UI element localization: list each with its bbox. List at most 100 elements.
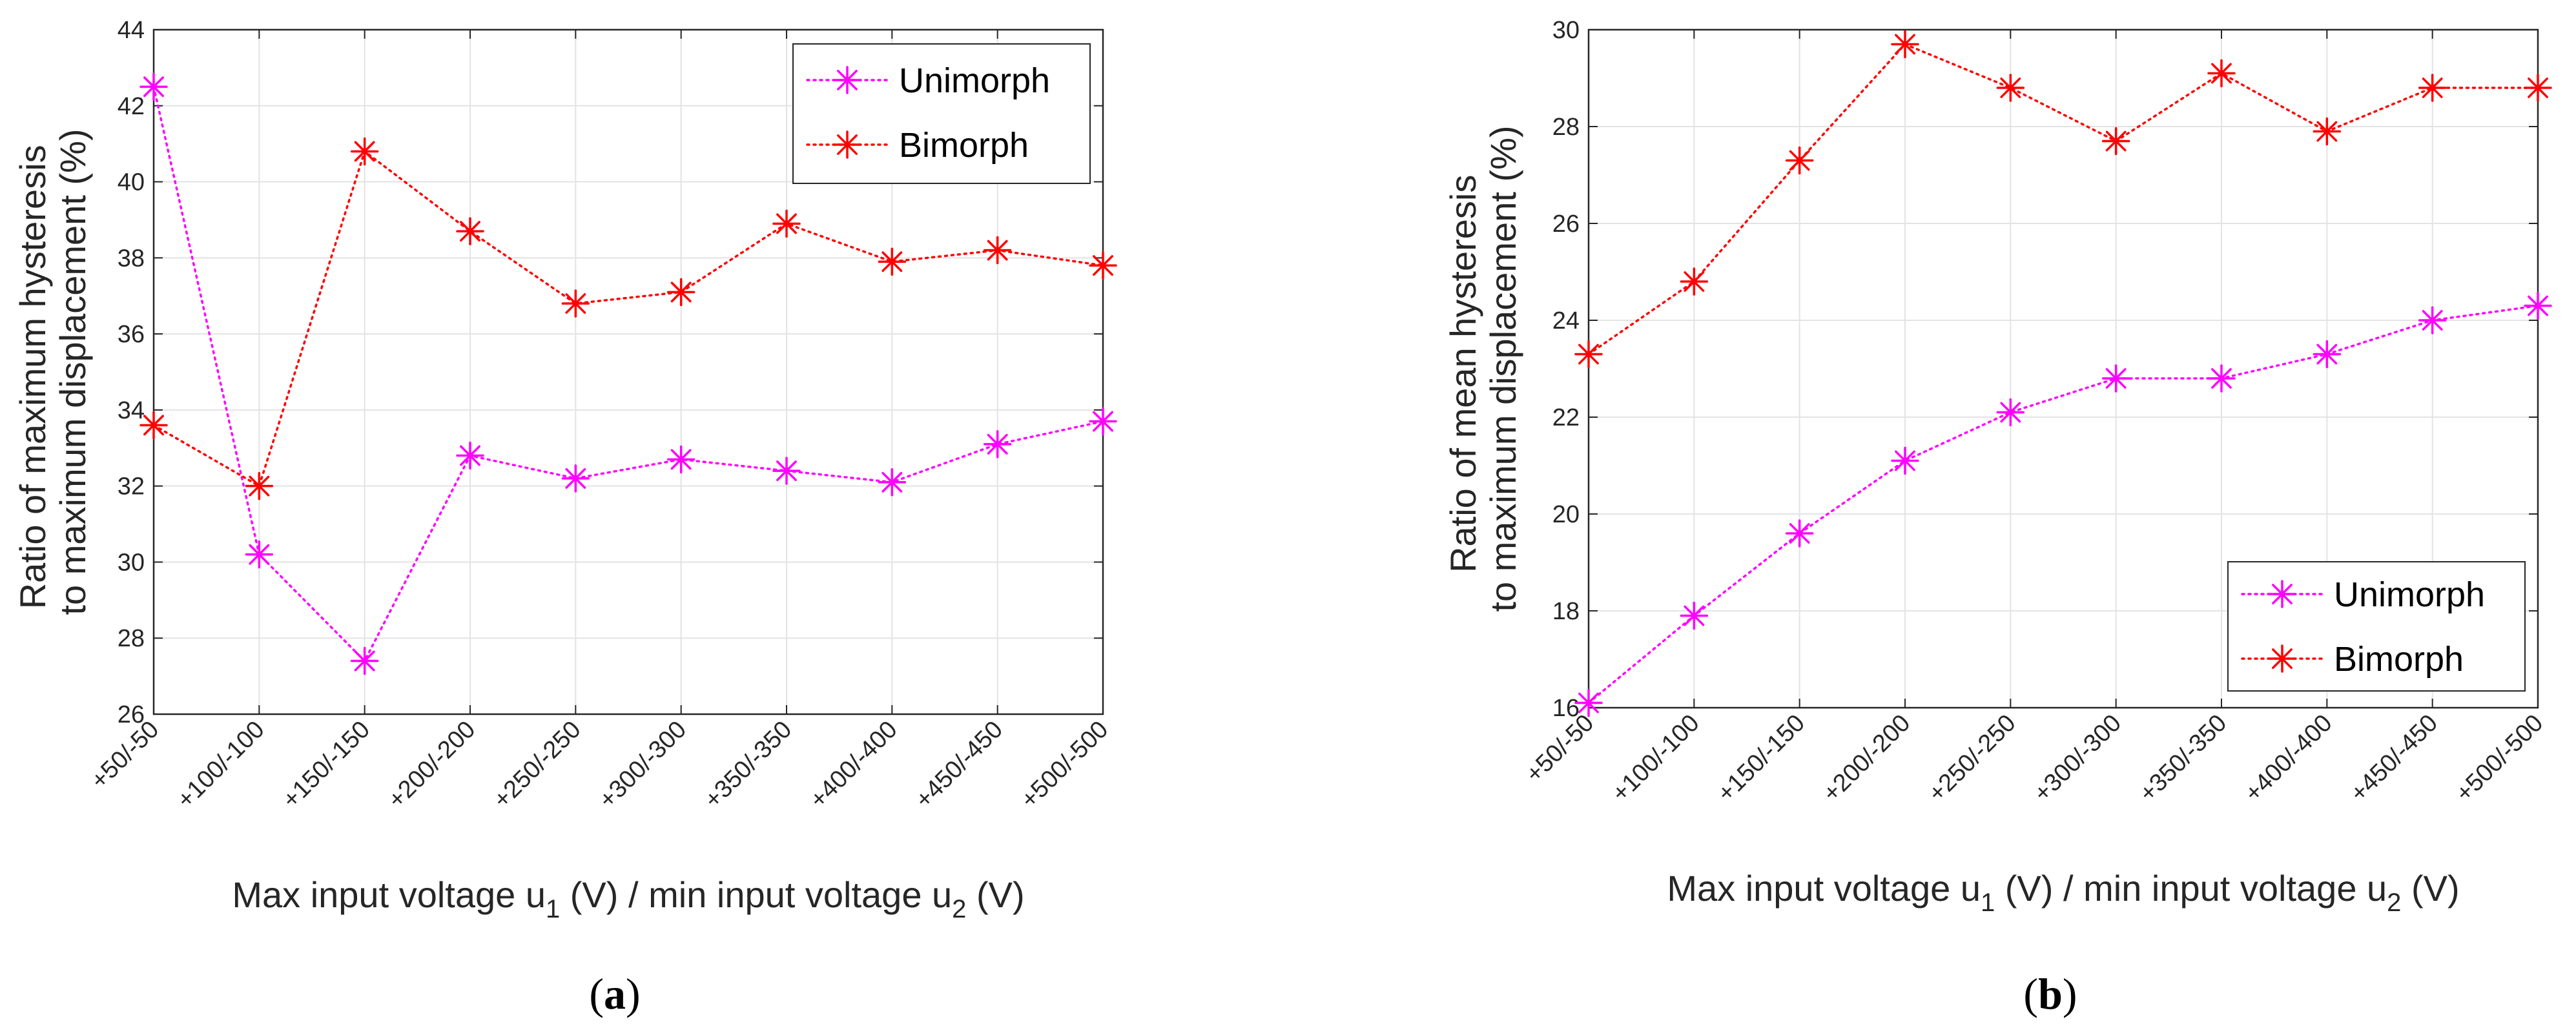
x-tick-label: +300/-300 bbox=[594, 716, 692, 814]
x-axis-label: Max input voltage u1 (V) / min input vol… bbox=[1667, 868, 2459, 917]
series-bimorph-point bbox=[2101, 127, 2130, 156]
x-tick-label: +350/-350 bbox=[2134, 710, 2232, 807]
x-axis-label-text: (V) / min input voltage u bbox=[560, 874, 952, 915]
series-bimorph-line bbox=[152, 149, 1104, 488]
legend-item-unimorph: Unimorph bbox=[2241, 575, 2485, 614]
y-tick-label: 42 bbox=[118, 93, 145, 120]
legend-marker bbox=[2268, 644, 2296, 673]
y-tick-label: 30 bbox=[1552, 17, 1580, 44]
series-unimorph-point bbox=[666, 445, 696, 474]
series-unimorph-point bbox=[245, 540, 274, 569]
legend-box bbox=[2227, 561, 2526, 692]
series-unimorph-point bbox=[561, 464, 590, 493]
series-unimorph-point bbox=[878, 468, 907, 497]
series-unimorph-line bbox=[152, 85, 1104, 663]
x-tick-label: +250/-250 bbox=[1923, 710, 2021, 807]
series-bimorph-point bbox=[1891, 30, 1919, 59]
series-bimorph-point bbox=[350, 137, 379, 166]
series-unimorph-point bbox=[772, 457, 801, 485]
series-bimorph-point bbox=[456, 217, 484, 245]
series-bimorph-point bbox=[2313, 117, 2342, 146]
legend-marker bbox=[833, 130, 861, 159]
y-tick-label: 30 bbox=[118, 549, 145, 576]
series-unimorph-point bbox=[983, 430, 1012, 458]
y-tick-label: 16 bbox=[1552, 695, 1580, 722]
x-axis-label-subscript: 2 bbox=[2387, 889, 2401, 917]
series-bimorph-point bbox=[1785, 146, 1814, 175]
series-bimorph-point bbox=[139, 411, 168, 440]
y-axis-label-line-1: Ratio of maximum hysteresis bbox=[12, 145, 53, 609]
x-axis-label-text: Max input voltage u bbox=[1667, 868, 1981, 909]
series-unimorph-point bbox=[456, 441, 484, 470]
series-unimorph-point bbox=[1574, 688, 1603, 717]
legend-label: Unimorph bbox=[899, 61, 1050, 100]
y-axis-ticks: 16 18 20 22 24 26 28 30 bbox=[1552, 17, 2538, 722]
panel-label: (a) bbox=[589, 969, 640, 1018]
x-axis-label: Max input voltage u1 (V) / min input vol… bbox=[232, 874, 1024, 923]
x-tick-label: +300/-300 bbox=[2029, 710, 2127, 807]
x-axis-label-text: (V) bbox=[966, 874, 1024, 915]
series-bimorph-point bbox=[1680, 267, 1709, 296]
x-axis-label-subscript: 1 bbox=[1981, 889, 1995, 917]
legend-label: Unimorph bbox=[2334, 575, 2485, 614]
y-tick-label: 20 bbox=[1552, 501, 1580, 528]
series-bimorph-point bbox=[983, 236, 1012, 265]
x-tick-label: +400/-400 bbox=[805, 716, 902, 814]
y-tick-label: 26 bbox=[1552, 211, 1580, 238]
x-tick-label: +450/-450 bbox=[911, 716, 1008, 814]
y-tick-label: 32 bbox=[118, 473, 145, 500]
series-bimorph-point bbox=[772, 209, 801, 238]
series-bimorph-point bbox=[2524, 74, 2552, 102]
series-bimorph-point bbox=[1574, 340, 1603, 369]
series-unimorph-point bbox=[350, 646, 379, 675]
legend-label: Bimorph bbox=[899, 126, 1029, 165]
x-tick-label: +100/-100 bbox=[1607, 710, 1704, 807]
legend-entries: Unimorph Bimorph bbox=[2241, 575, 2485, 679]
legend-entries: Unimorph Bimorph bbox=[806, 61, 1050, 165]
panel-label-paren: ) bbox=[2063, 969, 2077, 1018]
y-axis-label: Ratio of mean hysteresis to maximum disp… bbox=[1443, 125, 1523, 612]
series-unimorph-point bbox=[1785, 519, 1814, 548]
series-unimorph-point bbox=[2101, 364, 2130, 393]
plot-frame bbox=[152, 28, 1104, 715]
panel-label-paren: ( bbox=[2023, 969, 2038, 1018]
legend-marker bbox=[2268, 580, 2296, 608]
series-unimorph-point bbox=[1996, 398, 2025, 427]
y-tick-label: 24 bbox=[1552, 307, 1580, 334]
series-bimorph-point bbox=[2418, 74, 2447, 102]
x-tick-label: +200/-200 bbox=[383, 716, 480, 814]
x-axis-label-text: Max input voltage u bbox=[232, 874, 546, 915]
y-tick-label: 44 bbox=[118, 17, 145, 44]
x-axis-label-text: (V) bbox=[2401, 868, 2459, 909]
x-tick-label: +450/-450 bbox=[2345, 710, 2443, 807]
series-unimorph-point bbox=[2313, 340, 2342, 369]
series-unimorph-point bbox=[2524, 291, 2552, 320]
legend-marker bbox=[833, 66, 861, 94]
legend-label: Bimorph bbox=[2334, 640, 2464, 679]
series-bimorph-point bbox=[878, 247, 907, 276]
legend-item-bimorph: Bimorph bbox=[806, 126, 1029, 165]
series-unimorph-point bbox=[2207, 364, 2236, 393]
x-tick-label: +250/-250 bbox=[488, 716, 586, 814]
y-tick-label: 36 bbox=[118, 321, 145, 348]
series-unimorph-point bbox=[1680, 601, 1709, 630]
plot-frame bbox=[1587, 28, 2539, 709]
y-tick-label: 26 bbox=[118, 701, 145, 728]
legend: Unimorph Bimorph bbox=[2227, 561, 2526, 692]
x-tick-label: +200/-200 bbox=[1818, 710, 1915, 807]
series-bimorph-point bbox=[1089, 251, 1117, 280]
x-tick-label: +400/-400 bbox=[2240, 710, 2337, 807]
series-bimorph-point bbox=[666, 278, 696, 307]
panel-label-paren: ( bbox=[589, 969, 604, 1018]
series-layer bbox=[1574, 30, 2552, 717]
x-axis-label-subscript: 2 bbox=[952, 895, 966, 923]
legend-item-unimorph: Unimorph bbox=[806, 61, 1050, 100]
legend: Unimorph Bimorph bbox=[792, 43, 1091, 184]
x-tick-label: +150/-150 bbox=[1713, 710, 1810, 807]
y-axis-label-line-2: to maximum displacement (%) bbox=[52, 128, 93, 615]
panel-label: (b) bbox=[2023, 969, 2077, 1018]
x-tick-label: +100/-100 bbox=[172, 716, 269, 814]
series-bimorph-point bbox=[2207, 59, 2236, 88]
